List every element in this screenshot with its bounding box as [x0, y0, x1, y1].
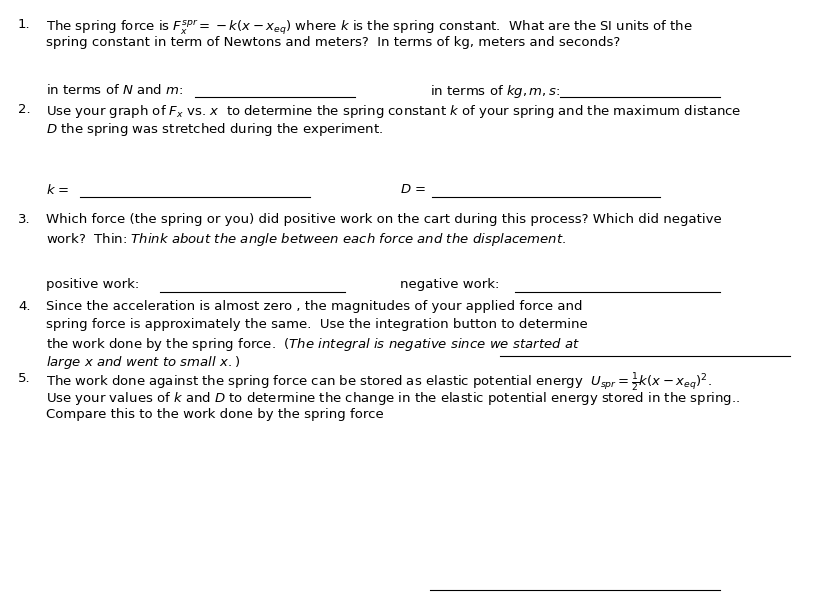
Text: 1.: 1. — [18, 18, 31, 31]
Text: in terms of $kg, m, s$:: in terms of $kg, m, s$: — [429, 83, 560, 100]
Text: 2.: 2. — [18, 103, 31, 116]
Text: Compare this to the work done by the spring force: Compare this to the work done by the spr… — [46, 408, 383, 421]
Text: $\mathit{large\ x\ and\ went\ to\ small\ x.)}$: $\mathit{large\ x\ and\ went\ to\ small\… — [46, 354, 240, 371]
Text: spring force is approximately the same.  Use the integration button to determine: spring force is approximately the same. … — [46, 318, 587, 331]
Text: Which force (the spring or you) did positive work on the cart during this proces: Which force (the spring or you) did posi… — [46, 213, 721, 226]
Text: $k$ =: $k$ = — [46, 183, 69, 197]
Text: the work done by the spring force.  $\mathit{(The\ integral\ is\ negative\ since: the work done by the spring force. $\mat… — [46, 336, 579, 353]
Text: spring constant in term of Newtons and meters?  In terms of kg, meters and secon: spring constant in term of Newtons and m… — [46, 36, 619, 49]
Text: 3.: 3. — [18, 213, 31, 226]
Text: Use your graph of $F_x$ vs. $x$  to determine the spring constant $k$ of your sp: Use your graph of $F_x$ vs. $x$ to deter… — [46, 103, 740, 120]
Text: The work done against the spring force can be stored as elastic potential energy: The work done against the spring force c… — [46, 372, 711, 394]
Text: 5.: 5. — [18, 372, 31, 385]
Text: in terms of $N$ and $m$:: in terms of $N$ and $m$: — [46, 83, 183, 97]
Text: $D$ the spring was stretched during the experiment.: $D$ the spring was stretched during the … — [46, 121, 383, 138]
Text: negative work:: negative work: — [399, 278, 499, 291]
Text: 4.: 4. — [18, 300, 31, 313]
Text: work?  Thin: $\mathit{Think\ about\ the\ angle\ between\ each\ force\ and\ the\ : work? Thin: $\mathit{Think\ about\ the\ … — [46, 231, 566, 248]
Text: Since the acceleration is almost zero , the magnitudes of your applied force and: Since the acceleration is almost zero , … — [46, 300, 582, 313]
Text: positive work:: positive work: — [46, 278, 139, 291]
Text: $D$ =: $D$ = — [399, 183, 426, 196]
Text: Use your values of $k$ and $D$ to determine the change in the elastic potential : Use your values of $k$ and $D$ to determ… — [46, 390, 739, 407]
Text: The spring force is $F_x^{spr} = -k(x - x_{eq})$ where $k$ is the spring constan: The spring force is $F_x^{spr} = -k(x - … — [46, 18, 692, 37]
